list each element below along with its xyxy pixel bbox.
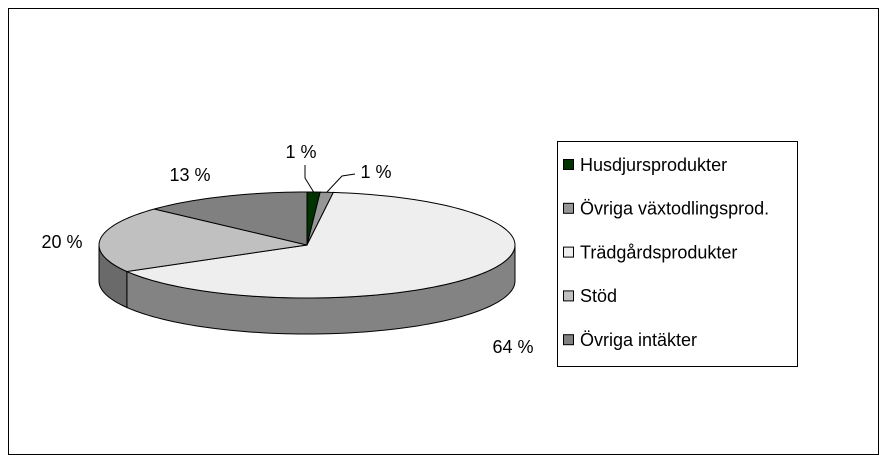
legend-swatch [563,334,574,346]
legend-label: Stöd [580,286,617,306]
legend-label: Trädgårdsprodukter [580,242,737,262]
data-label: 20 % [41,232,82,252]
legend-swatch [563,159,574,170]
legend-swatch [563,290,574,302]
legend-label: Husdjursprodukter [580,155,727,175]
pie-slice [154,191,308,246]
legend-box [557,141,798,367]
legend-label: Övriga växtodlingsprod. [580,199,769,219]
pie-slice [125,191,516,299]
pie-slice [98,208,308,273]
legend-label: Övriga intäkter [580,330,697,350]
leader-line [326,173,356,193]
legend-swatch [563,202,574,214]
data-label: 64 % [492,337,533,357]
legend-swatch [563,246,574,258]
data-label: 13 % [169,165,210,185]
data-label: 1 % [360,162,391,182]
leader-line [304,165,315,193]
data-label: 1 % [285,142,316,162]
